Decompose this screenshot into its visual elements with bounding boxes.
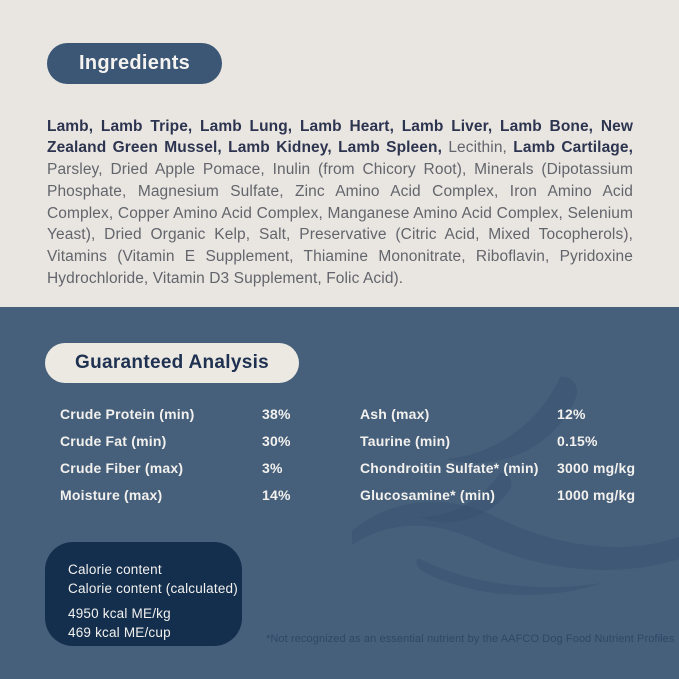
nutrient-value: 3000 mg/kg [557, 459, 636, 476]
guaranteed-analysis-header-pill: Guaranteed Analysis [45, 343, 300, 383]
ingredients-title: Ingredients [79, 52, 191, 74]
analysis-row: Chondroitin Sulfate* (min) 3000 mg/kg [360, 454, 679, 481]
ingredient-segment-bold: Lamb Cartilage, [513, 139, 633, 157]
nutrient-value: 14% [262, 486, 291, 503]
calorie-value: 4950 kcal ME/kg [68, 606, 171, 621]
analysis-row: Moisture (max) 14% [60, 481, 360, 508]
guaranteed-analysis-section: Guaranteed Analysis Crude Protein (min) … [0, 307, 679, 679]
calorie-line: Calorie content [68, 562, 162, 577]
analysis-left-column: Crude Protein (min) 38% Crude Fat (min) … [60, 400, 360, 508]
analysis-row: Ash (max) 12% [360, 400, 679, 427]
analysis-row: Crude Fat (min) 30% [60, 427, 360, 454]
nutrient-label: Moisture (max) [60, 486, 163, 503]
nutrient-label: Ash (max) [360, 405, 430, 422]
analysis-row: Taurine (min) 0.15% [360, 427, 679, 454]
aafco-footnote: *Not recognized as an essential nutrient… [266, 633, 675, 645]
nutrient-label: Taurine (min) [360, 432, 451, 449]
calorie-content-box: Calorie content Calorie content (calcula… [45, 542, 242, 646]
ingredients-paragraph: Lamb, Lamb Tripe, Lamb Lung, Lamb Heart,… [47, 116, 633, 290]
ingredient-segment-bold: Lamb, Lamb Tripe, Lamb Lung, Lamb Heart,… [47, 117, 633, 157]
nutrient-value: 0.15% [557, 432, 598, 449]
calorie-value: 469 kcal ME/cup [68, 625, 171, 640]
analysis-table: Crude Protein (min) 38% Crude Fat (min) … [60, 400, 679, 508]
nutrient-label: Crude Protein (min) [60, 405, 195, 422]
ingredients-section: Ingredients Lamb, Lamb Tripe, Lamb Lung,… [0, 0, 679, 307]
calorie-line: Calorie content (calculated) [68, 581, 238, 596]
nutrient-label: Chondroitin Sulfate* (min) [360, 459, 539, 476]
nutrient-label: Crude Fat (min) [60, 432, 167, 449]
analysis-right-column: Ash (max) 12% Taurine (min) 0.15% Chondr… [360, 400, 679, 508]
analysis-row: Crude Protein (min) 38% [60, 400, 360, 427]
nutrient-value: 12% [557, 405, 586, 422]
analysis-row: Crude Fiber (max) 3% [60, 454, 360, 481]
nutrient-value: 3% [262, 459, 283, 476]
analysis-row: Glucosamine* (min) 1000 mg/kg [360, 481, 679, 508]
nutrient-label: Crude Fiber (max) [60, 459, 184, 476]
ingredients-header-pill: Ingredients [47, 43, 223, 84]
nutrient-label: Glucosamine* (min) [360, 486, 496, 503]
nutrient-value: 38% [262, 405, 291, 422]
guaranteed-analysis-title: Guaranteed Analysis [75, 352, 270, 373]
nutrient-value: 30% [262, 432, 291, 449]
ingredient-segment-regular: Lecithin, [448, 139, 514, 157]
ingredient-segment-regular: Parsley, Dried Apple Pomace, Inulin (fro… [47, 161, 633, 288]
nutrient-value: 1000 mg/kg [557, 486, 636, 503]
